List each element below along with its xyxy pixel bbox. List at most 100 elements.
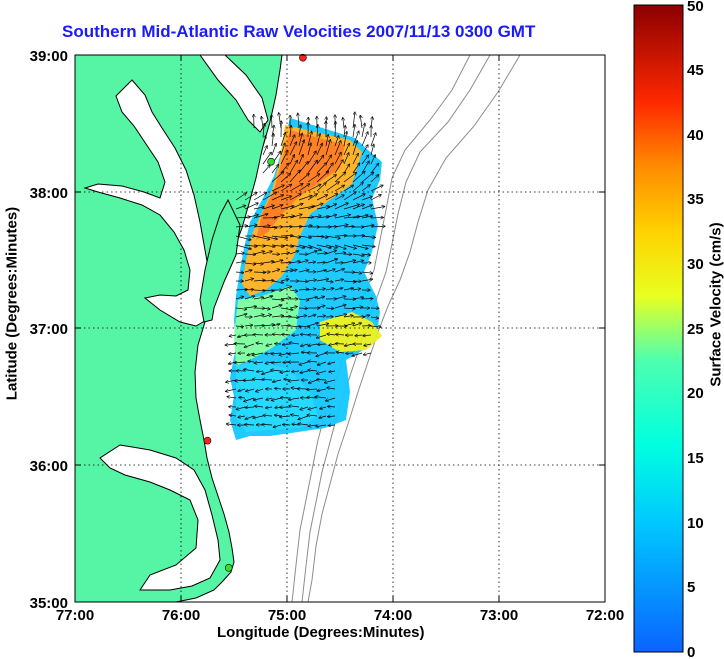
velocity-arrow (229, 353, 237, 354)
velocity-arrow (271, 195, 283, 201)
colorbar-tick-label: 30 (687, 256, 704, 273)
velocity-arrow (329, 344, 336, 345)
velocity-arrow (343, 244, 356, 249)
velocity-arrow (282, 334, 291, 335)
velocity-arrow (235, 261, 245, 263)
velocity-arrow (298, 226, 312, 228)
velocity-arrow (307, 415, 318, 416)
velocity-arrow (272, 362, 282, 363)
velocity-arrow (248, 361, 255, 362)
velocity-arrow (280, 298, 290, 299)
velocity-arrow (271, 305, 282, 309)
velocity-arrow (238, 388, 246, 391)
velocity-arrow (236, 406, 246, 409)
velocity-arrow (325, 259, 337, 264)
grid-lines (75, 55, 605, 602)
velocity-arrow (361, 236, 375, 237)
velocity-arrow (262, 245, 275, 247)
velocity-arrow (290, 126, 291, 138)
velocity-arrow (252, 352, 264, 355)
velocity-arrow (271, 316, 283, 317)
velocity-arrow (271, 269, 280, 273)
velocity-arrow (239, 397, 246, 398)
velocity-arrow (280, 133, 285, 147)
station-marker (299, 53, 307, 62)
velocity-arrow (307, 389, 318, 390)
velocity-arrow (316, 253, 327, 254)
velocity-arrow (262, 227, 277, 228)
y-tick-labels: 35:00 36:00 37:00 38:00 39:00 (30, 48, 68, 612)
velocity-arrow (308, 406, 318, 409)
velocity-arrow (316, 155, 324, 165)
velocity-arrow (262, 136, 266, 147)
tick-marks (75, 55, 605, 602)
velocity-arrow (370, 207, 385, 210)
velocity-arrow (280, 307, 293, 310)
velocity-arrow (334, 215, 350, 219)
x-tick-label: 75:00 (268, 607, 306, 624)
colorbar-tick-label: 35 (687, 191, 704, 208)
velocity-arrow (325, 235, 340, 238)
velocity-arrow (262, 261, 274, 263)
velocity-arrow (334, 305, 346, 309)
velocity-arrow (352, 141, 357, 156)
colorbar-tick-label: 10 (687, 515, 704, 532)
velocity-arrow (329, 371, 336, 372)
velocity-arrow (280, 270, 293, 273)
velocity-arrow (361, 272, 372, 273)
velocity-arrow (289, 343, 300, 344)
velocity-arrow (325, 379, 336, 383)
velocity-arrow (308, 361, 318, 362)
velocity-arrow (253, 207, 264, 210)
velocity-arrow (316, 183, 326, 192)
velocity-arrow (370, 195, 381, 201)
velocity-arrow (280, 143, 285, 156)
velocity-arrow (370, 326, 381, 327)
velocity-arrow (316, 297, 324, 300)
velocity-arrow (343, 173, 356, 183)
velocity-arrow (352, 183, 363, 192)
velocity-arrow (334, 185, 344, 192)
velocity-arrow (300, 406, 309, 410)
velocity-arrow (291, 415, 300, 416)
velocity-arrow (289, 135, 295, 147)
velocity-arrow (343, 323, 354, 327)
velocity-arrow (352, 131, 359, 147)
velocity-arrow (307, 174, 320, 183)
velocity-arrow (352, 352, 363, 356)
colorbar-tick-label: 15 (687, 450, 704, 467)
velocity-arrow (271, 260, 283, 264)
velocity-arrow (307, 204, 323, 210)
velocity-arrow (262, 251, 272, 255)
velocity-arrow (253, 315, 264, 318)
velocity-arrow (235, 326, 243, 327)
velocity-arrow (271, 299, 284, 300)
velocity-arrow (244, 193, 257, 201)
velocity-arrow (352, 171, 365, 183)
velocity-arrow (325, 194, 338, 201)
velocity-arrow (253, 415, 264, 418)
velocity-arrow (280, 196, 291, 201)
velocity-arrow (370, 163, 379, 174)
velocity-arrow (316, 195, 327, 201)
y-tick-label: 37:00 (30, 321, 68, 338)
velocity-arrow (289, 398, 300, 400)
field-north (230, 118, 382, 440)
velocity-arrow (280, 371, 291, 373)
velocity-arrow (280, 316, 291, 317)
velocity-arrow (307, 315, 316, 318)
velocity-arrow (307, 251, 317, 255)
velocity-arrow (235, 272, 243, 273)
x-tick-label: 76:00 (162, 607, 200, 624)
velocity-arrow (361, 225, 374, 228)
velocity-arrow (361, 205, 372, 210)
velocity-arrow (289, 261, 300, 263)
velocity-arrow (334, 203, 348, 210)
velocity-arrow (244, 270, 252, 272)
velocity-arrow (308, 370, 318, 371)
colorbar-tick-label: 40 (687, 127, 704, 144)
velocity-arrow (316, 352, 327, 356)
velocity-arrow (316, 316, 325, 317)
velocity-arrow (370, 155, 375, 165)
velocity-arrow (235, 362, 246, 363)
